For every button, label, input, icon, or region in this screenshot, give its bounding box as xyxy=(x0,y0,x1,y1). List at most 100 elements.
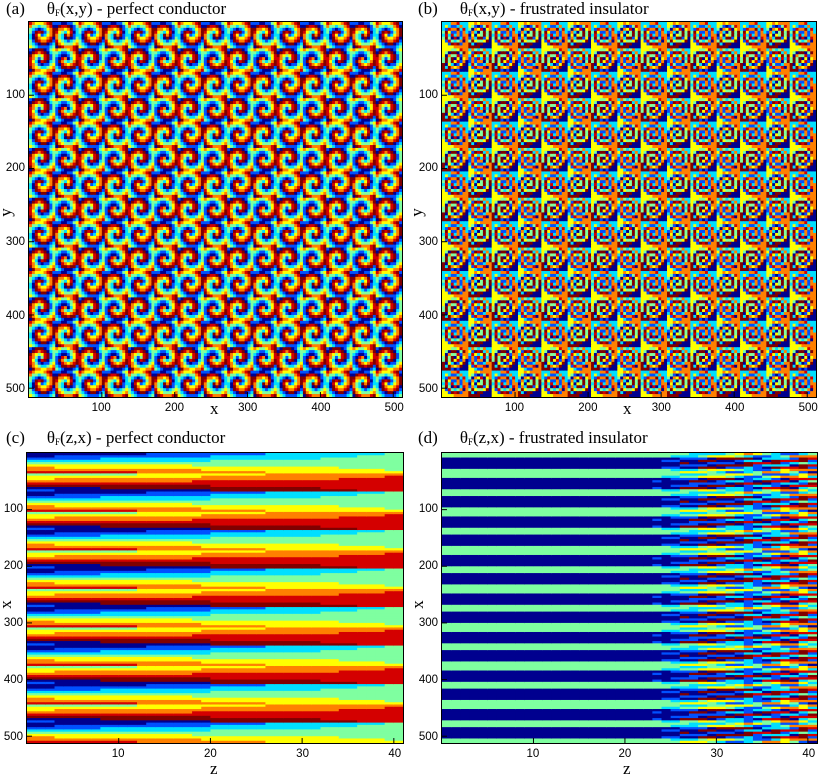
panel-label: (a) xyxy=(6,0,25,18)
heatmap-cell xyxy=(215,65,220,70)
heatmap-cell xyxy=(367,36,371,41)
heatmap-cell xyxy=(364,51,368,55)
heatmap-cell xyxy=(75,42,80,47)
heatmap-cell xyxy=(81,27,85,32)
heatmap-cell xyxy=(154,48,158,52)
heatmap-cell xyxy=(183,42,187,47)
heatmap-cell xyxy=(241,51,246,55)
heatmap-cell xyxy=(311,24,316,29)
heatmap-cell xyxy=(168,60,173,64)
heatmap-cell xyxy=(96,60,100,64)
heatmap-cell xyxy=(279,51,284,55)
heatmap-cell xyxy=(250,22,254,26)
heatmap-cell xyxy=(183,45,187,49)
heatmap-cell xyxy=(378,54,383,58)
heatmap-cell xyxy=(72,30,77,35)
heatmap-cell xyxy=(46,27,50,32)
heatmap-cell xyxy=(148,51,152,55)
heatmap-cell xyxy=(250,54,254,58)
heatmap-cell xyxy=(125,24,129,29)
heatmap-cell xyxy=(87,65,91,70)
heatmap-cell xyxy=(270,65,275,70)
heatmap-cell xyxy=(200,54,205,58)
heatmap-cell xyxy=(314,36,319,41)
heatmap-cell xyxy=(66,27,71,32)
heatmap-cell xyxy=(96,39,100,44)
heatmap-cell xyxy=(244,63,249,67)
heatmap-cell xyxy=(98,65,103,70)
heatmap-cell xyxy=(96,63,100,67)
heatmap-cell xyxy=(218,33,222,38)
heatmap-cell xyxy=(75,22,80,26)
heatmap-cell xyxy=(244,65,249,70)
heatmap-cell xyxy=(259,63,263,67)
heatmap-cell xyxy=(189,36,193,41)
heatmap-cell xyxy=(139,51,144,55)
heatmap-cell xyxy=(206,57,211,61)
heatmap-cell xyxy=(49,30,53,35)
heatmap-cell xyxy=(154,60,158,64)
heatmap-cell xyxy=(168,48,173,52)
heatmap-cell xyxy=(113,57,118,61)
heatmap-cell xyxy=(128,42,132,47)
heatmap-cell xyxy=(308,48,313,52)
heatmap-cell xyxy=(177,51,182,55)
heatmap-cell xyxy=(390,51,394,55)
heatmap-cell xyxy=(221,45,225,49)
heatmap-cell xyxy=(55,60,59,64)
heatmap-cell xyxy=(198,45,202,49)
heatmap-cell xyxy=(139,39,144,44)
heatmap-cell xyxy=(250,36,254,41)
heatmap-cell xyxy=(311,48,316,52)
heatmap-cell xyxy=(148,42,152,47)
heatmap-cell xyxy=(145,36,150,41)
heatmap-cell xyxy=(93,39,97,44)
heatmap-cell xyxy=(332,48,336,52)
heatmap-cell xyxy=(101,36,106,41)
heatmap-cell xyxy=(358,42,362,47)
heatmap-cell xyxy=(285,63,289,67)
heatmap-cell xyxy=(136,30,141,35)
heatmap-cell xyxy=(192,22,196,26)
heatmap-cell xyxy=(125,65,129,70)
heatmap-cell xyxy=(337,60,342,64)
heatmap-cell xyxy=(37,60,42,64)
heatmap-cell xyxy=(61,65,65,70)
heatmap-cell xyxy=(288,48,292,52)
heatmap-cell xyxy=(101,45,106,49)
heatmap-cell xyxy=(305,36,310,41)
heatmap-cell xyxy=(69,42,74,47)
heatmap-cell xyxy=(40,54,45,58)
heatmap-cell xyxy=(358,51,362,55)
heatmap-cell xyxy=(399,57,402,61)
heatmap-cell xyxy=(235,39,240,44)
heatmap-cell xyxy=(247,33,252,38)
heatmap-cell xyxy=(390,57,394,61)
heatmap-cell xyxy=(346,22,351,26)
heatmap-cell xyxy=(352,48,356,52)
heatmap-cell xyxy=(282,30,287,35)
heatmap-cell xyxy=(256,39,260,44)
heatmap-cell xyxy=(297,45,301,49)
heatmap-cell xyxy=(215,63,220,67)
heatmap-cell xyxy=(46,48,50,52)
heatmap-cell xyxy=(302,54,307,58)
heatmap-cell xyxy=(212,39,217,44)
heatmap-cell xyxy=(259,60,263,64)
heatmap-cell xyxy=(256,22,260,26)
heatmap-cell xyxy=(81,45,85,49)
heatmap-cell xyxy=(320,57,324,61)
heatmap-cell xyxy=(154,63,158,67)
heatmap-cell xyxy=(399,48,402,52)
heatmap-cell xyxy=(346,51,351,55)
heatmap-cell xyxy=(192,27,196,32)
heatmap-cell xyxy=(69,36,74,41)
heatmap-cell xyxy=(96,30,100,35)
heatmap-cell xyxy=(235,36,240,41)
heatmap-cell xyxy=(300,45,304,49)
heatmap-cell xyxy=(63,60,68,64)
heatmap-cell xyxy=(270,63,275,67)
heatmap-cell xyxy=(294,36,298,41)
heatmap-cell xyxy=(96,51,100,55)
heatmap-cell xyxy=(349,63,354,67)
